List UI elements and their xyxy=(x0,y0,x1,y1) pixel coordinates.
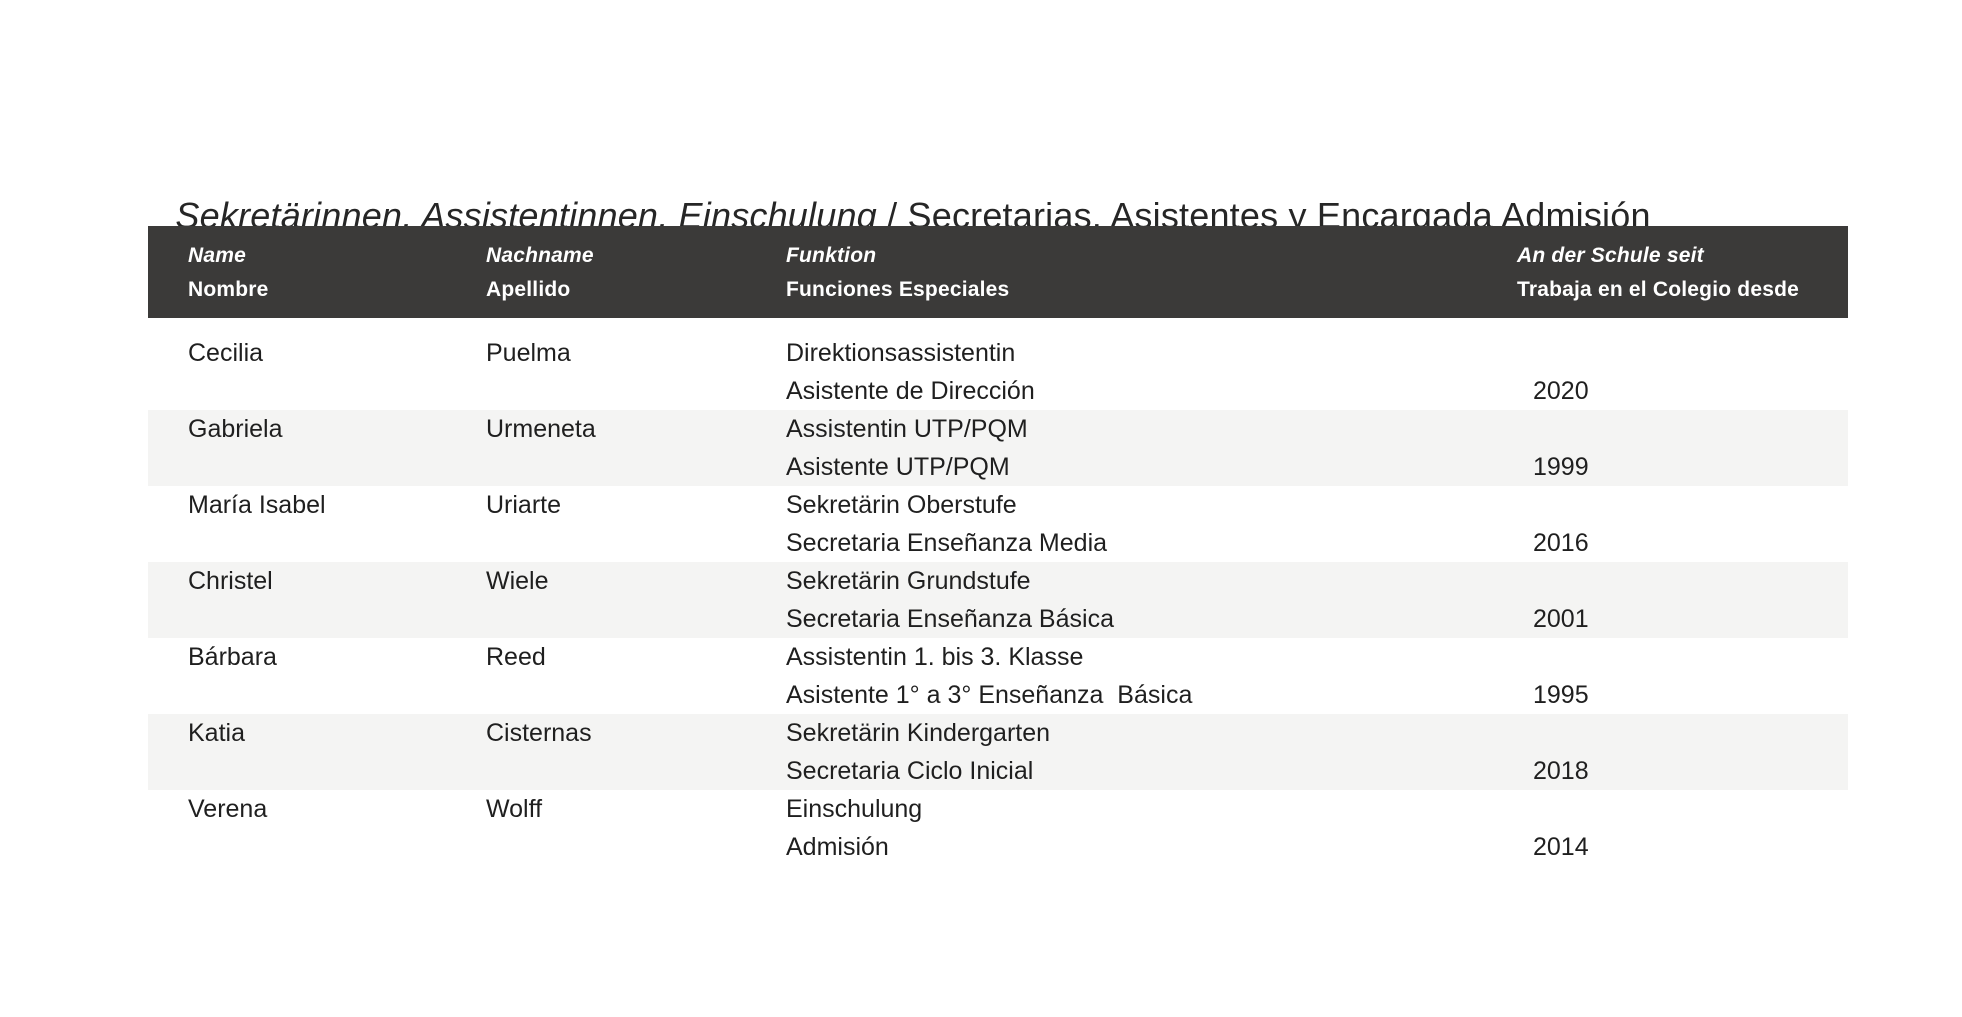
table-row: Katia Cisternas Sekretärin Kindergarten … xyxy=(148,714,1848,790)
function-german: Einschulung xyxy=(786,795,923,823)
table-row: Bárbara Reed Assistentin 1. bis 3. Klass… xyxy=(148,638,1848,714)
column-header-name-de: Name xyxy=(188,244,246,267)
column-header-since: An der Schule seit Trabaja en el Colegio… xyxy=(1517,239,1848,318)
since-year: 2016 xyxy=(1533,529,1589,557)
table-header-row: Name Nombre Nachname Apellido Funktion F… xyxy=(148,226,1848,318)
since-year: 2020 xyxy=(1533,377,1589,405)
since-year: 1999 xyxy=(1533,453,1589,481)
name-cell: Verena xyxy=(148,790,486,866)
since-spacer xyxy=(1517,486,1848,524)
column-header-surname-de: Nachname xyxy=(486,244,594,267)
first-name: Christel xyxy=(188,567,273,595)
function-cell: Sekretärin Grundstufe Secretaria Enseñan… xyxy=(786,562,1517,638)
first-name: Bárbara xyxy=(188,643,277,671)
table-row: Cecilia Puelma Direktionsassistentin Asi… xyxy=(148,318,1848,410)
function-cell: Einschulung Admisión xyxy=(786,790,1517,866)
since-spacer xyxy=(1517,334,1848,372)
page-title-separator: / xyxy=(876,195,908,236)
since-cell: 2016 xyxy=(1517,486,1848,562)
page-title-german: Sekretärinnen, Assistentinnen, Einschulu… xyxy=(175,195,877,236)
since-cell: 1999 xyxy=(1517,410,1848,486)
since-year: 2018 xyxy=(1533,757,1589,785)
since-spacer xyxy=(1517,410,1848,448)
name-cell: Bárbara xyxy=(148,638,486,714)
function-german: Direktionsassistentin xyxy=(786,339,1016,367)
column-header-surname: Nachname Apellido xyxy=(486,239,786,318)
function-spanish: Asistente 1° a 3° Enseñanza Básica xyxy=(786,681,1193,709)
surname-cell: Wiele xyxy=(486,562,786,638)
first-name: Cecilia xyxy=(188,339,264,367)
column-header-name-es: Nombre xyxy=(188,278,269,301)
function-spanish: Asistente UTP/PQM xyxy=(786,453,1010,481)
function-spanish: Secretaria Enseñanza Básica xyxy=(786,605,1114,633)
since-spacer xyxy=(1517,790,1848,828)
column-header-surname-es: Apellido xyxy=(486,278,571,301)
surname: Cisternas xyxy=(486,719,592,747)
surname: Wiele xyxy=(486,567,549,595)
first-name: Gabriela xyxy=(188,415,283,443)
function-spanish: Secretaria Ciclo Inicial xyxy=(786,757,1034,785)
surname-cell: Urmeneta xyxy=(486,410,786,486)
surname-cell: Wolff xyxy=(486,790,786,866)
function-spanish: Admisión xyxy=(786,833,889,861)
column-header-since-es: Trabaja en el Colegio desde xyxy=(1517,278,1799,301)
first-name: María Isabel xyxy=(188,491,326,519)
function-german: Assistentin UTP/PQM xyxy=(786,415,1028,443)
function-cell: Direktionsassistentin Asistente de Direc… xyxy=(786,334,1517,410)
since-spacer xyxy=(1517,638,1848,676)
staff-table: Name Nombre Nachname Apellido Funktion F… xyxy=(148,226,1848,866)
since-cell: 2018 xyxy=(1517,714,1848,790)
name-cell: Gabriela xyxy=(148,410,486,486)
name-cell: María Isabel xyxy=(148,486,486,562)
since-cell: 1995 xyxy=(1517,638,1848,714)
since-cell: 2014 xyxy=(1517,790,1848,866)
surname: Puelma xyxy=(486,339,571,367)
surname: Reed xyxy=(486,643,546,671)
column-header-function: Funktion Funciones Especiales xyxy=(786,239,1517,318)
table-row: Verena Wolff Einschulung Admisión 2014 xyxy=(148,790,1848,866)
name-cell: Cecilia xyxy=(148,334,486,410)
surname: Urmeneta xyxy=(486,415,596,443)
surname-cell: Uriarte xyxy=(486,486,786,562)
function-cell: Assistentin UTP/PQM Asistente UTP/PQM xyxy=(786,410,1517,486)
function-german: Assistentin 1. bis 3. Klasse xyxy=(786,643,1084,671)
column-header-function-de: Funktion xyxy=(786,244,877,267)
function-spanish: Asistente de Dirección xyxy=(786,377,1035,405)
surname-cell: Puelma xyxy=(486,334,786,410)
column-header-since-de: An der Schule seit xyxy=(1517,244,1704,267)
table-row: María Isabel Uriarte Sekretärin Oberstuf… xyxy=(148,486,1848,562)
since-year: 2014 xyxy=(1533,833,1589,861)
table-row: Gabriela Urmeneta Assistentin UTP/PQM As… xyxy=(148,410,1848,486)
surname: Wolff xyxy=(486,795,543,823)
surname-cell: Cisternas xyxy=(486,714,786,790)
table-row: Christel Wiele Sekretärin Grundstufe Sec… xyxy=(148,562,1848,638)
since-cell: 2001 xyxy=(1517,562,1848,638)
function-cell: Assistentin 1. bis 3. Klasse Asistente 1… xyxy=(786,638,1517,714)
function-german: Sekretärin Kindergarten xyxy=(786,719,1051,747)
name-cell: Katia xyxy=(148,714,486,790)
since-spacer xyxy=(1517,714,1848,752)
surname: Uriarte xyxy=(486,491,562,519)
function-cell: Sekretärin Kindergarten Secretaria Ciclo… xyxy=(786,714,1517,790)
since-spacer xyxy=(1517,562,1848,600)
since-year: 2001 xyxy=(1533,605,1589,633)
function-german: Sekretärin Oberstufe xyxy=(786,491,1017,519)
function-cell: Sekretärin Oberstufe Secretaria Enseñanz… xyxy=(786,486,1517,562)
function-german: Sekretärin Grundstufe xyxy=(786,567,1031,595)
name-cell: Christel xyxy=(148,562,486,638)
function-spanish: Secretaria Enseñanza Media xyxy=(786,529,1108,557)
column-header-name: Name Nombre xyxy=(148,239,486,318)
page-title: Sekretärinnen, Assistentinnen, Einschulu… xyxy=(155,150,1651,238)
since-year: 1995 xyxy=(1533,681,1589,709)
first-name: Katia xyxy=(188,719,245,747)
surname-cell: Reed xyxy=(486,638,786,714)
column-header-function-es: Funciones Especiales xyxy=(786,278,1010,301)
first-name: Verena xyxy=(188,795,268,823)
since-cell: 2020 xyxy=(1517,334,1848,410)
